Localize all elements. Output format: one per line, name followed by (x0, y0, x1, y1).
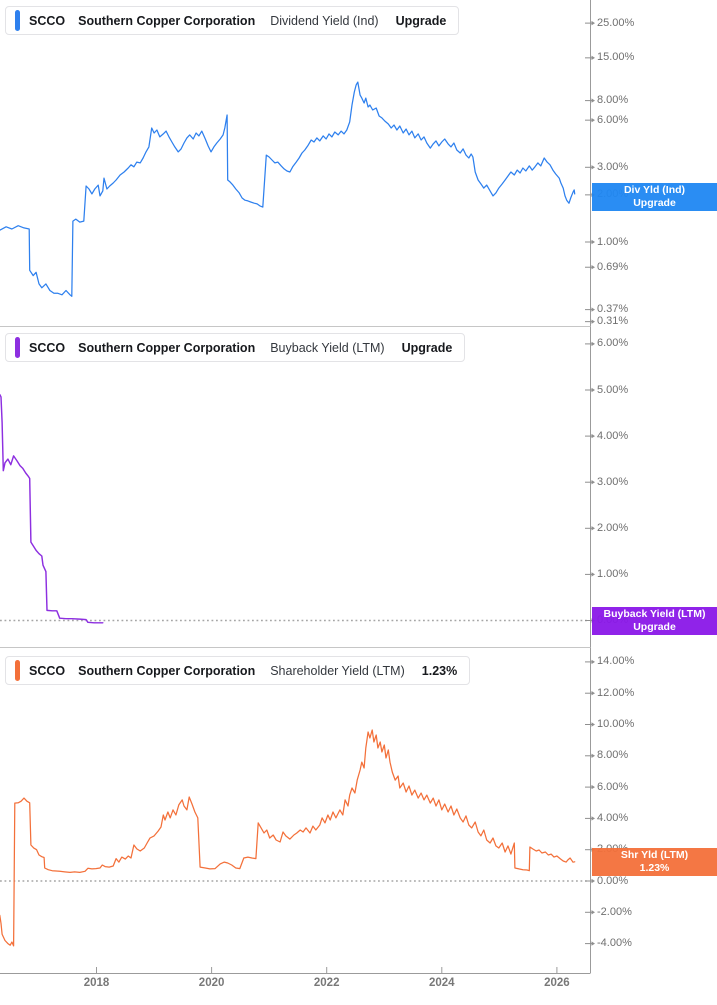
y-axis-tick-label: 10.00% (597, 718, 635, 730)
badge-value-label[interactable]: Upgrade (633, 621, 676, 633)
y-axis-tick-label: 4.00% (597, 429, 629, 442)
series-line-1 (0, 393, 104, 624)
ticker-symbol: SCCO (29, 340, 66, 355)
metric-name: Dividend Yield (Ind) (270, 13, 379, 28)
metric-current-value: 1.23% (421, 663, 458, 678)
metric-value-upgrade-link[interactable]: Upgrade (401, 340, 453, 355)
company-name: Southern Copper Corporation (78, 13, 256, 28)
badge-value-label: 1.23% (639, 862, 670, 875)
y-axis-tick-label: 25.00% (597, 16, 635, 29)
x-axis-tick-label: 2024 (429, 977, 455, 989)
x-axis-tick-label: 2020 (198, 977, 225, 989)
metric-name: Buyback Yield (LTM) (270, 340, 385, 355)
y-axis-tick-label: 6.00% (597, 113, 629, 126)
y-axis-tick-label: 5.00% (597, 383, 629, 396)
metric-value-upgrade-link[interactable]: Upgrade (395, 13, 447, 28)
company-name: Southern Copper Corporation (78, 340, 256, 355)
series-legend-shareholder-yield[interactable]: SCCO Southern Copper Corporation Shareho… (5, 656, 471, 685)
y-axis-tick-label: 8.00% (597, 749, 629, 762)
ticker-symbol: SCCO (29, 663, 66, 678)
y-axis-tick-label: 14.00% (597, 655, 635, 668)
series-legend-dividend-yield[interactable]: SCCO Southern Copper Corporation Dividen… (5, 6, 460, 35)
y-axis-tick-label: 8.00% (597, 94, 629, 107)
y-axis-tick-label: 3.00% (597, 160, 629, 173)
current-value-badge-buyback-yield[interactable]: Buyback Yield (LTM) Upgrade (592, 607, 717, 635)
series-line-2 (0, 729, 576, 947)
y-axis-tick-label: 0.37% (597, 303, 629, 316)
current-value-badge-div-yld[interactable]: Div Yld (Ind) Upgrade (592, 183, 717, 212)
metric-name: Shareholder Yield (LTM) (270, 663, 405, 678)
badge-value-label[interactable]: Upgrade (633, 197, 676, 210)
badge-metric-label: Div Yld (Ind) (623, 184, 686, 197)
x-axis-tick-label: 2018 (83, 977, 110, 989)
x-axis-tick-label: 2022 (313, 977, 340, 989)
y-axis-tick-label: 1.00% (597, 567, 629, 580)
y-axis-tick-label: 12.00% (597, 686, 635, 699)
series-color-bar (15, 10, 20, 31)
ticker-symbol: SCCO (29, 13, 66, 28)
y-axis-tick-label: 0.00% (597, 874, 629, 887)
chart-plot-area-buyback-yield[interactable] (0, 326, 590, 647)
y-axis-tick-label: 15.00% (597, 51, 635, 64)
series-legend-buyback-yield[interactable]: SCCO Southern Copper Corporation Buyback… (5, 333, 466, 362)
y-axis-tick-label: -2.00% (597, 905, 632, 918)
y-axis-tick-label: 4.00% (597, 811, 629, 824)
y-axis-tick-label: -4.00% (597, 937, 632, 950)
x-axis-tick-label: 2026 (544, 977, 570, 989)
chart-plot-area-shareholder-yield[interactable] (0, 647, 590, 973)
y-axis-tick-label: 0.69% (597, 260, 629, 273)
y-axis-tick-label: 2.00% (597, 521, 629, 534)
current-value-badge-shr-yld[interactable]: Shr Yld (LTM) 1.23% (592, 848, 717, 877)
badge-metric-label: Buyback Yield (LTM) (603, 608, 706, 620)
company-name: Southern Copper Corporation (78, 663, 256, 678)
badge-metric-label: Shr Yld (LTM) (620, 849, 689, 862)
y-axis-tick-label: 3.00% (597, 475, 629, 488)
y-axis-tick-label: 6.00% (597, 780, 629, 793)
series-line-0 (0, 81, 576, 297)
y-axis-tick-label: 0.31% (597, 315, 629, 328)
series-color-bar (15, 660, 20, 681)
series-color-bar (15, 337, 20, 358)
y-axis-tick-label: 6.00% (597, 337, 629, 350)
chart-plot-area-dividend-yield[interactable] (0, 0, 590, 326)
y-axis-tick-label: 1.00% (597, 235, 629, 248)
